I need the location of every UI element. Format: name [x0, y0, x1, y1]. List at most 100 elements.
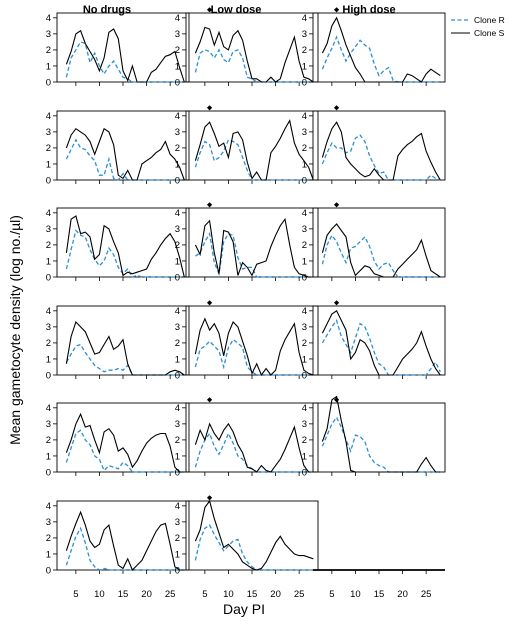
x-tick-label: 15 [118, 589, 129, 600]
series-line-clone-s [65, 320, 185, 376]
panel-frame [312, 110, 446, 181]
panel-frame [185, 207, 319, 278]
series-line-clone-s [194, 119, 314, 181]
y-tick-label: 2 [46, 338, 51, 349]
y-tick-label: 0 [175, 370, 180, 381]
panel-frame [56, 500, 190, 571]
y-tick-label: 4 [46, 13, 51, 24]
panel-low-dose-row-5: 0 1 2 3 4 [175, 397, 319, 478]
y-tick-label: 4 [175, 306, 180, 317]
y-tick-label: 2 [175, 338, 180, 349]
y-tick-label: 4 [46, 403, 51, 414]
y-tick-label: 0 [46, 77, 51, 88]
series-line-clone-r [65, 229, 185, 278]
panel-frame [56, 110, 190, 181]
series-line-clone-s [65, 127, 185, 181]
y-tick-label: 2 [175, 435, 180, 446]
series-line-clone-s [321, 223, 441, 278]
y-tick-label: 3 [175, 517, 180, 528]
series-line-clone-r [195, 231, 314, 278]
diamond-marker [206, 105, 213, 111]
y-tick-label: 2 [302, 240, 307, 251]
series-line-clone-s [321, 395, 441, 473]
x-tick-label: 20 [397, 589, 408, 600]
column-title-low-dose: Low dose [211, 4, 262, 16]
series-line-clone-r [321, 35, 441, 83]
panel-grid: 0 1 2 3 4 0 1 2 3 4 0 1 2 3 4 0 1 2 3 4 0 1 2 3 4 0 1 2 3 4 0 1 2 3 4 0 1 2 3 4… [46, 7, 446, 576]
y-tick-label: 2 [46, 143, 51, 154]
panel-frame [312, 402, 446, 473]
series-line-clone-r [321, 416, 441, 473]
y-tick-label: 0 [46, 467, 51, 478]
x-tick-label: 20 [141, 589, 152, 600]
series-line-clone-s [321, 16, 441, 83]
y-tick-label: 4 [175, 208, 180, 219]
panel-frame [312, 305, 446, 376]
y-tick-label: 1 [302, 159, 307, 170]
column-title-high-dose: High dose [342, 4, 395, 16]
y-tick-label: 2 [302, 143, 307, 154]
y-tick-label: 0 [175, 272, 180, 283]
y-tick-label: 3 [302, 224, 307, 235]
diamond-marker [333, 397, 340, 403]
y-tick-label: 1 [302, 61, 307, 72]
panel-high-dose-row-2: 0 1 2 3 4 [302, 105, 446, 186]
y-tick-label: 1 [46, 451, 51, 462]
panel-high-dose-row-3: 0 1 2 3 4 [302, 202, 446, 283]
y-tick-label: 2 [46, 240, 51, 251]
y-tick-label: 1 [302, 256, 307, 267]
series-line-clone-r [194, 139, 314, 181]
series-line-clone-r [194, 431, 314, 473]
y-tick-label: 4 [175, 111, 180, 122]
series-line-clone-r [194, 48, 314, 83]
y-tick-label: 3 [46, 127, 51, 138]
y-tick-label: 4 [46, 111, 51, 122]
y-tick-label: 4 [302, 111, 307, 122]
panel-high-dose-row-1: 0 1 2 3 4 [302, 7, 446, 88]
y-tick-label: 3 [46, 29, 51, 40]
x-tick-label: 5 [329, 589, 334, 600]
y-tick-label: 1 [175, 354, 180, 365]
y-tick-label: 0 [46, 272, 51, 283]
panel-low-dose-row-2: 0 1 2 3 4 [175, 105, 319, 186]
series-line-clone-s [194, 499, 314, 571]
y-tick-label: 3 [46, 322, 51, 333]
x-tick-label: 25 [165, 589, 176, 600]
y-tick-label: 1 [175, 256, 180, 267]
x-tick-label: 20 [270, 589, 281, 600]
series-line-clone-r [321, 318, 441, 376]
panel-frame [185, 12, 319, 83]
panel-frame [56, 402, 190, 473]
panel-no-drugs-row-1: 0 1 2 3 4 [46, 12, 190, 88]
y-tick-label: 2 [175, 45, 180, 56]
y-tick-label: 0 [175, 565, 180, 576]
y-tick-label: 2 [46, 435, 51, 446]
series-line-clone-s [194, 217, 314, 278]
series-line-clone-s [65, 412, 185, 473]
series-line-clone-s [321, 309, 441, 376]
y-tick-label: 0 [302, 272, 307, 283]
y-tick-label: 0 [46, 370, 51, 381]
panel-no-drugs-row-6: 0 1 2 3 4 [46, 500, 190, 576]
diamond-marker [206, 202, 213, 208]
y-axis-title: Mean gametocyte density (log no./µl) [7, 215, 23, 445]
series-line-clone-s [65, 215, 185, 278]
series-line-clone-s [65, 28, 185, 83]
y-tick-label: 0 [302, 370, 307, 381]
y-tick-label: 3 [175, 322, 180, 333]
y-tick-label: 3 [302, 127, 307, 138]
y-tick-label: 2 [302, 338, 307, 349]
y-tick-label: 3 [302, 29, 307, 40]
series-line-clone-s [194, 317, 314, 377]
series-line-clone-s [194, 422, 314, 473]
y-tick-label: 1 [175, 451, 180, 462]
y-tick-label: 1 [175, 61, 180, 72]
panel-low-dose-row-3: 0 1 2 3 4 [175, 202, 319, 283]
panel-low-dose-row-1: 0 1 2 3 4 [175, 7, 319, 88]
y-tick-label: 3 [175, 29, 180, 40]
panel-no-drugs-row-2: 0 1 2 3 4 [46, 110, 190, 186]
y-tick-label: 2 [302, 45, 307, 56]
y-tick-label: 3 [175, 419, 180, 430]
panel-low-dose-row-4: 0 1 2 3 4 [175, 300, 319, 381]
